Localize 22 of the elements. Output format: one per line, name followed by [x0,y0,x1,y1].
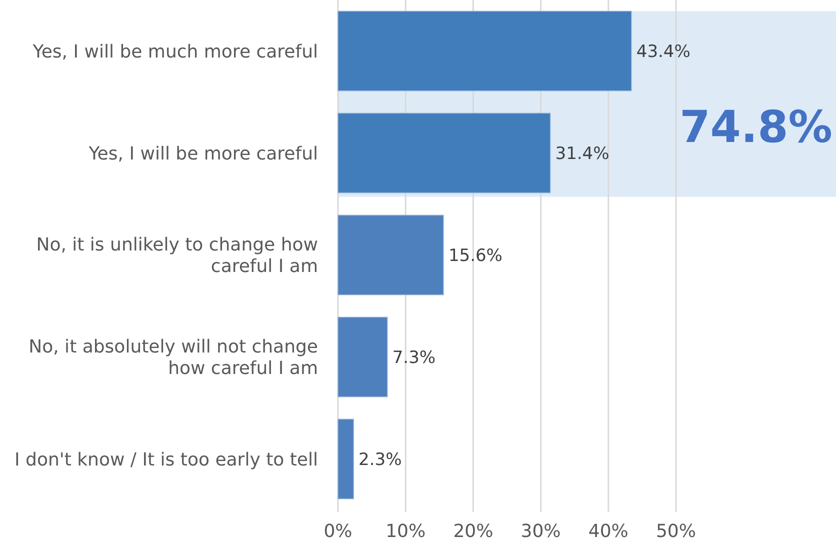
x-tick-label: 30% [520,521,561,542]
band-label: 74.8% [680,102,832,153]
x-tick-label: 20% [453,521,494,542]
x-tick-label: 40% [588,521,628,542]
data-label: 7.3% [392,348,436,368]
data-label: 31.4% [555,144,610,164]
data-label: 43.4% [636,42,690,62]
bar [338,10,632,92]
bar [338,418,354,500]
x-tick-label: 10% [386,521,426,542]
y-tick-label: Yes, I will be much more careful [32,41,318,62]
x-tick-label: 0% [324,521,352,542]
y-tick-label: Yes, I will be more careful [88,143,318,164]
data-label: 15.6% [448,246,502,266]
y-tick-label: I don't know / It is too early to tell [14,449,318,470]
x-tick-label: 50% [656,521,696,542]
bar [338,214,444,296]
y-tick-label: No, it absolutely will not change how careful I am [28,336,318,380]
bar [338,112,551,194]
y-tick-label: No, it is unlikely to change how careful I am [36,234,318,278]
bar [338,316,388,398]
data-label: 2.3% [358,450,402,470]
